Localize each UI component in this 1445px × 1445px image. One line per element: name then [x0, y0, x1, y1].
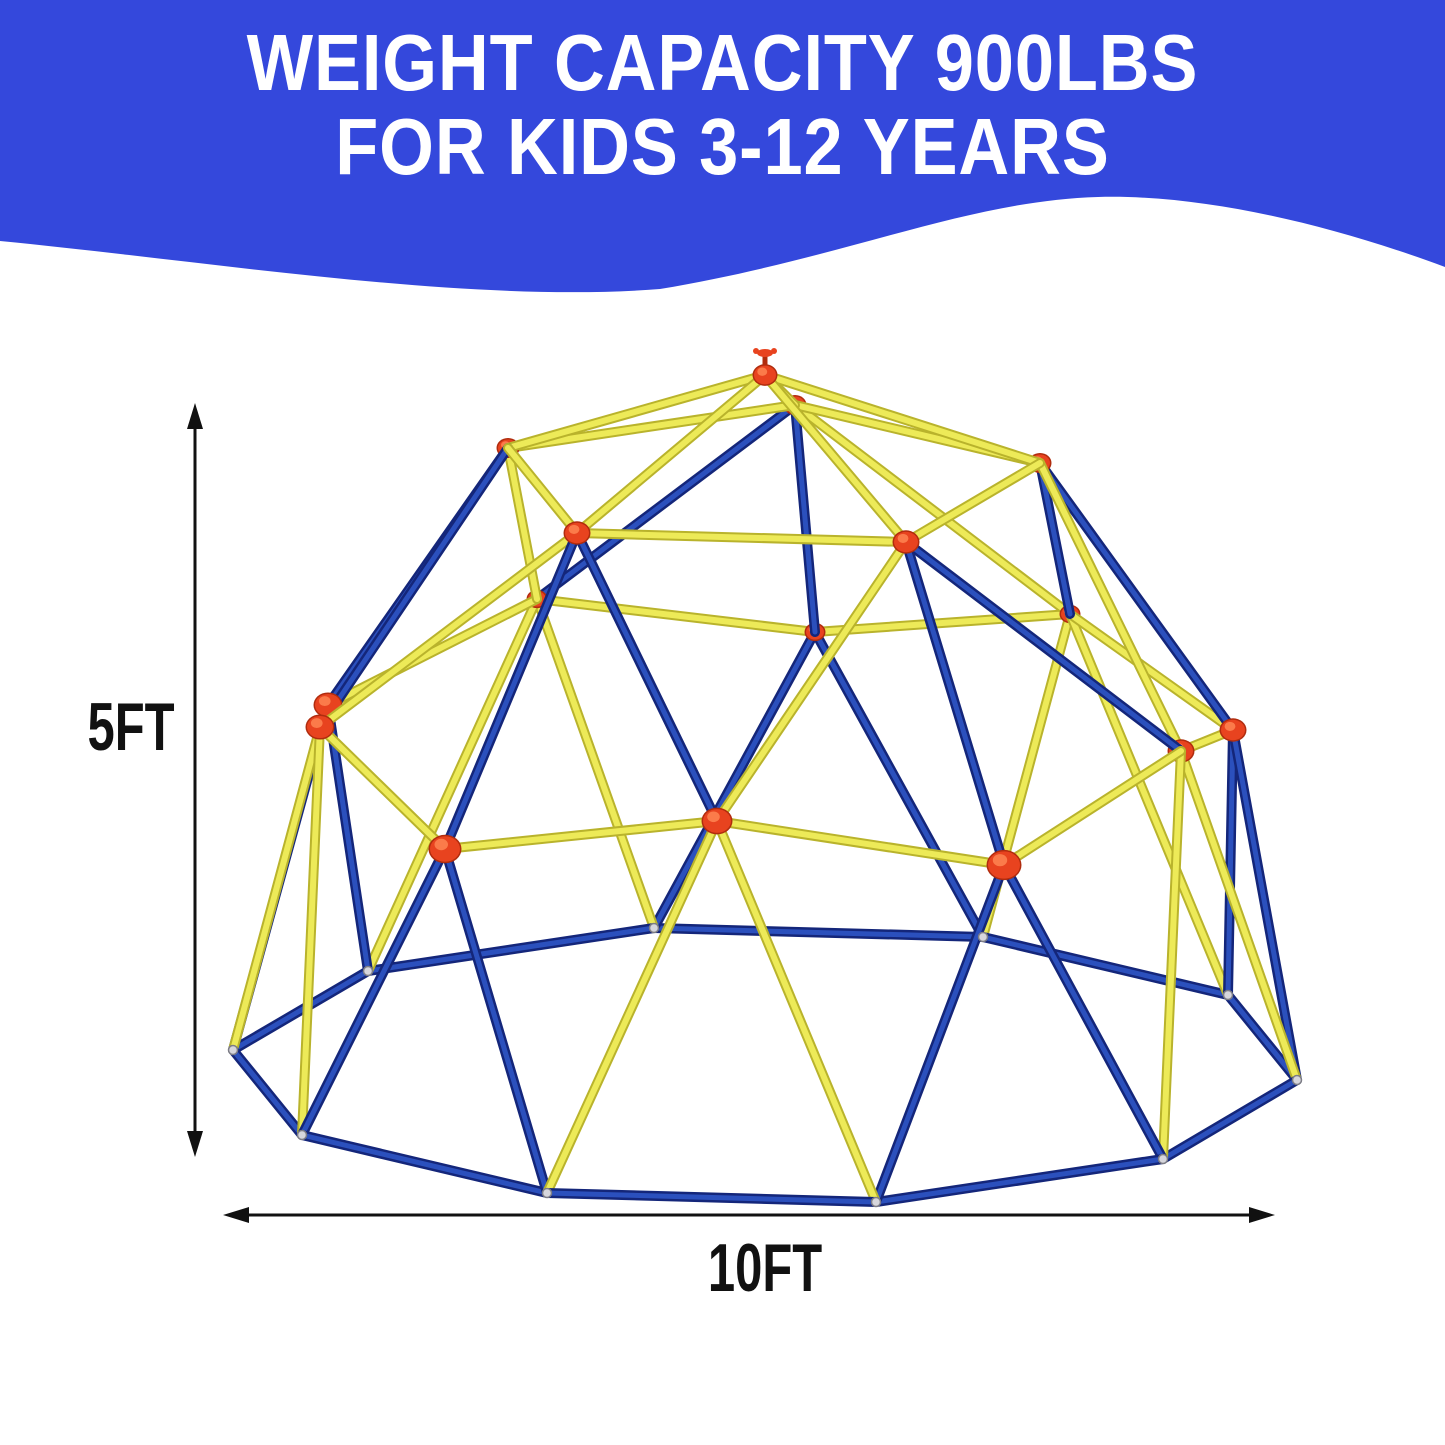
dome-wireframe — [227, 348, 1303, 1208]
banner-headline-line2: FOR KIDS 3-12 YEARS — [335, 102, 1110, 191]
width-dimension-arrow — [223, 1207, 1275, 1223]
height-dimension-arrow — [187, 403, 203, 1157]
banner-headline-line1: WEIGHT CAPACITY 900LBS — [246, 18, 1199, 107]
width-dimension-label: 10FT — [707, 1230, 823, 1306]
height-dimension-label: 5FT — [87, 689, 175, 765]
banner-wave-shape — [0, 0, 1445, 293]
banner-headline: WEIGHT CAPACITY 900LBS FOR KIDS 3-12 YEA… — [87, 21, 1359, 189]
